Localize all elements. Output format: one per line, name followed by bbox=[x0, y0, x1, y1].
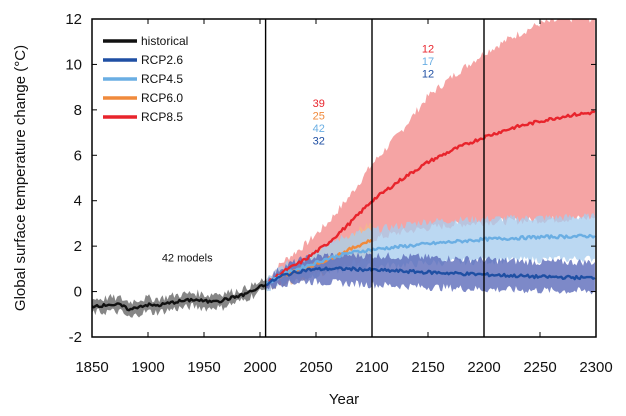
y-tick-label-4: 4 bbox=[74, 193, 82, 210]
y-tick-label-2: 2 bbox=[74, 238, 82, 255]
historical-mean-line bbox=[92, 283, 266, 312]
x-tick-label-2000: 2000 bbox=[243, 359, 276, 376]
model-count-rcp4-5-2006-2100: 42 bbox=[313, 123, 325, 135]
rcp4-5-mean-line bbox=[264, 233, 596, 286]
plot-frame bbox=[91, 18, 597, 338]
legend-label-rcp8-5: RCP8.5 bbox=[141, 110, 183, 124]
y-tick-label--2: -2 bbox=[69, 329, 82, 346]
model-count-rcp4-5-2100-2200: 17 bbox=[422, 56, 434, 68]
rcp8-5-spread-band bbox=[265, 19, 595, 290]
series-lines bbox=[92, 110, 596, 312]
x-tick-label-1950: 1950 bbox=[187, 359, 220, 376]
y-tick-label-10: 10 bbox=[65, 56, 82, 73]
legend-label-rcp6-0: RCP6.0 bbox=[141, 91, 183, 105]
x-tick-label-2100: 2100 bbox=[355, 359, 388, 376]
axis-ticks: 1850 1900 1950 2000 2050 2100 2150 2200 2250 2300… bbox=[65, 11, 612, 376]
rcp4-5-spread-band bbox=[265, 212, 595, 292]
rcp8-5-mean-line bbox=[265, 110, 596, 287]
y-axis-title: Global surface temperature change (°C) bbox=[12, 45, 29, 311]
x-tick-label-2300: 2300 bbox=[579, 359, 612, 376]
uncertainty-bands bbox=[92, 19, 595, 318]
period-dividers bbox=[264, 19, 485, 337]
model-count-rcp2-6-2100-2200: 12 bbox=[422, 69, 434, 81]
y-tick-label-8: 8 bbox=[74, 102, 82, 119]
model-count-rcp8-5-2100-2200: 12 bbox=[422, 44, 434, 56]
legend-label-rcp4-5: RCP4.5 bbox=[141, 72, 183, 86]
rcp2-6-mean-line bbox=[265, 266, 596, 287]
y-tick-label-6: 6 bbox=[74, 147, 82, 164]
y-tick-label-12: 12 bbox=[65, 11, 82, 28]
model-count-label: 42 models bbox=[162, 253, 213, 265]
legend: historical RCP2.6 RCP4.5 RCP6.0 RCP8.5 bbox=[103, 34, 188, 124]
x-tick-label-2150: 2150 bbox=[411, 359, 444, 376]
model-count-rcp2-6-2006-2100: 32 bbox=[313, 136, 325, 148]
legend-label-rcp2-6: RCP2.6 bbox=[141, 53, 183, 67]
x-tick-label-2200: 2200 bbox=[467, 359, 500, 376]
model-count-rcp6-0-2006-2100: 25 bbox=[313, 111, 325, 123]
x-axis-title: Year bbox=[329, 391, 359, 408]
legend-label-historical: historical bbox=[141, 34, 188, 48]
x-tick-label-2050: 2050 bbox=[299, 359, 332, 376]
y-tick-label-0: 0 bbox=[74, 284, 82, 301]
x-tick-label-2250: 2250 bbox=[523, 359, 556, 376]
x-tick-label-1850: 1850 bbox=[75, 359, 108, 376]
model-count-rcp8-5-2006-2100: 39 bbox=[313, 98, 325, 110]
x-tick-label-1900: 1900 bbox=[131, 359, 164, 376]
